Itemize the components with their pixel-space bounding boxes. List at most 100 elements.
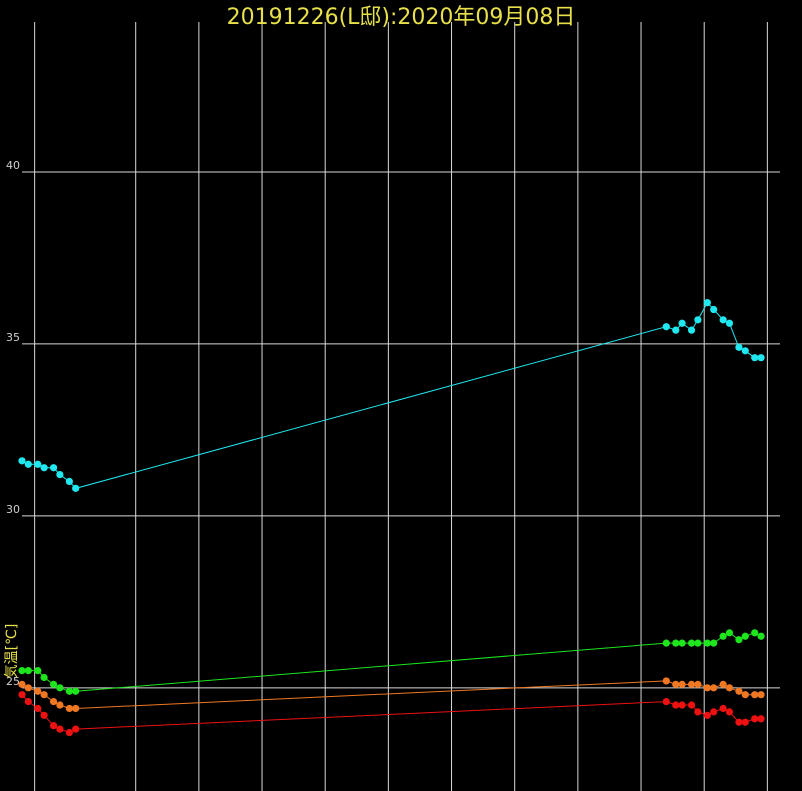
series-1-point-14: [710, 639, 718, 647]
series-1-point-16: [725, 629, 734, 637]
series-3-point-7: [72, 725, 80, 733]
series-2-point-15: [719, 680, 727, 688]
series-2-point-18: [741, 691, 749, 699]
series-3-point-19: [751, 715, 759, 723]
series-0-point-16: [725, 319, 734, 327]
series-0-point-18: [741, 347, 749, 355]
series-0-point-7: [72, 484, 80, 492]
series-2-point-10: [678, 680, 686, 688]
series-2-point-19: [751, 691, 759, 699]
series-3-point-20: [757, 715, 765, 723]
y-tick-label-25: 25: [6, 675, 20, 688]
series-3-point-1: [24, 697, 32, 706]
series-0-point-5: [56, 471, 64, 479]
series-1-line: [22, 632, 762, 692]
series-1-point-3: [40, 673, 48, 682]
series-0: [18, 299, 765, 492]
series-0-point-15: [719, 316, 727, 324]
series-1-point-12: [694, 639, 702, 647]
series-1-point-4: [49, 680, 58, 688]
series-2-point-9: [672, 680, 680, 688]
series-1-point-1: [24, 667, 32, 675]
series-1-point-6: [65, 687, 73, 695]
series-3-line: [21, 694, 761, 734]
series-0-line: [21, 301, 761, 489]
series-0-point-1: [24, 460, 32, 468]
series-2-point-4: [49, 697, 58, 706]
series-layer: [18, 299, 765, 737]
series-2-point-16: [725, 684, 734, 692]
series-2-point-12: [694, 680, 702, 688]
series-0-point-20: [757, 354, 765, 362]
vertical-grid: [34, 22, 768, 791]
series-2-point-7: [72, 704, 80, 713]
series-0-point-10: [678, 319, 686, 327]
series-0-point-13: [703, 299, 711, 307]
series-3-point-15: [719, 704, 727, 713]
series-0-point-9: [672, 326, 680, 334]
series-0-point-3: [40, 464, 48, 472]
series-3-point-6: [65, 728, 73, 737]
series-3-point-11: [687, 701, 696, 709]
series-2-point-1: [24, 684, 32, 692]
series-2-point-8: [662, 677, 670, 685]
series-1-point-13: [703, 639, 711, 647]
series-0-point-0: [18, 457, 26, 465]
series-0-point-17: [735, 343, 743, 351]
series-3-point-0: [18, 691, 26, 699]
y-tick-label-35: 35: [6, 331, 20, 344]
series-1-point-15: [719, 632, 727, 640]
series-2-point-20: [757, 691, 765, 699]
series-3-point-9: [672, 701, 680, 709]
series-1-point-20: [757, 632, 765, 640]
series-2-point-13: [703, 684, 711, 692]
series-1-point-11: [687, 639, 696, 647]
series-3-point-16: [725, 708, 734, 716]
chart-title: 20191226(L邸):2020年09月08日: [227, 5, 576, 30]
series-0-point-4: [49, 464, 58, 472]
series-2-point-11: [687, 680, 696, 688]
series-3-point-5: [56, 725, 64, 733]
series-1-point-0: [18, 667, 26, 675]
series-1-point-18: [741, 632, 749, 640]
series-2-point-6: [65, 704, 73, 713]
series-0-point-8: [662, 323, 670, 331]
series-1-point-10: [678, 639, 686, 647]
series-1: [18, 629, 765, 695]
series-1-point-5: [56, 684, 64, 692]
series-3-point-3: [40, 711, 48, 719]
series-0-point-6: [65, 477, 73, 486]
series-2-point-2: [34, 687, 42, 695]
series-1-point-7: [72, 687, 80, 695]
y-axis-label: 気温[℃]: [4, 624, 20, 679]
series-3-point-8: [662, 697, 670, 706]
series-0-point-19: [751, 354, 759, 362]
series-2-point-5: [56, 701, 64, 709]
series-2-line: [21, 680, 761, 709]
horizontal-grid: [22, 171, 780, 689]
y-tick-label-40: 40: [6, 159, 20, 172]
series-2-point-17: [735, 687, 743, 695]
series-3-point-14: [710, 708, 718, 716]
series-0-point-14: [710, 305, 718, 314]
series-3-point-2: [34, 704, 42, 713]
series-0-point-2: [34, 460, 42, 468]
series-3-point-12: [694, 708, 702, 716]
series-3-point-18: [741, 718, 749, 726]
y-tick-labels: 25 30 35 40: [6, 159, 20, 688]
series-3: [18, 691, 765, 737]
series-3-point-4: [49, 722, 58, 730]
series-3-point-10: [678, 701, 686, 709]
series-1-point-2: [34, 667, 42, 675]
series-1-point-19: [751, 629, 759, 637]
series-2: [18, 677, 765, 713]
series-2-point-14: [710, 684, 718, 692]
series-1-point-9: [672, 639, 680, 647]
series-1-point-8: [662, 639, 670, 647]
series-2-point-3: [40, 691, 48, 699]
series-0-point-12: [694, 316, 702, 324]
series-0-point-11: [687, 326, 696, 334]
y-tick-label-30: 30: [6, 503, 20, 516]
series-3-point-13: [703, 711, 711, 719]
